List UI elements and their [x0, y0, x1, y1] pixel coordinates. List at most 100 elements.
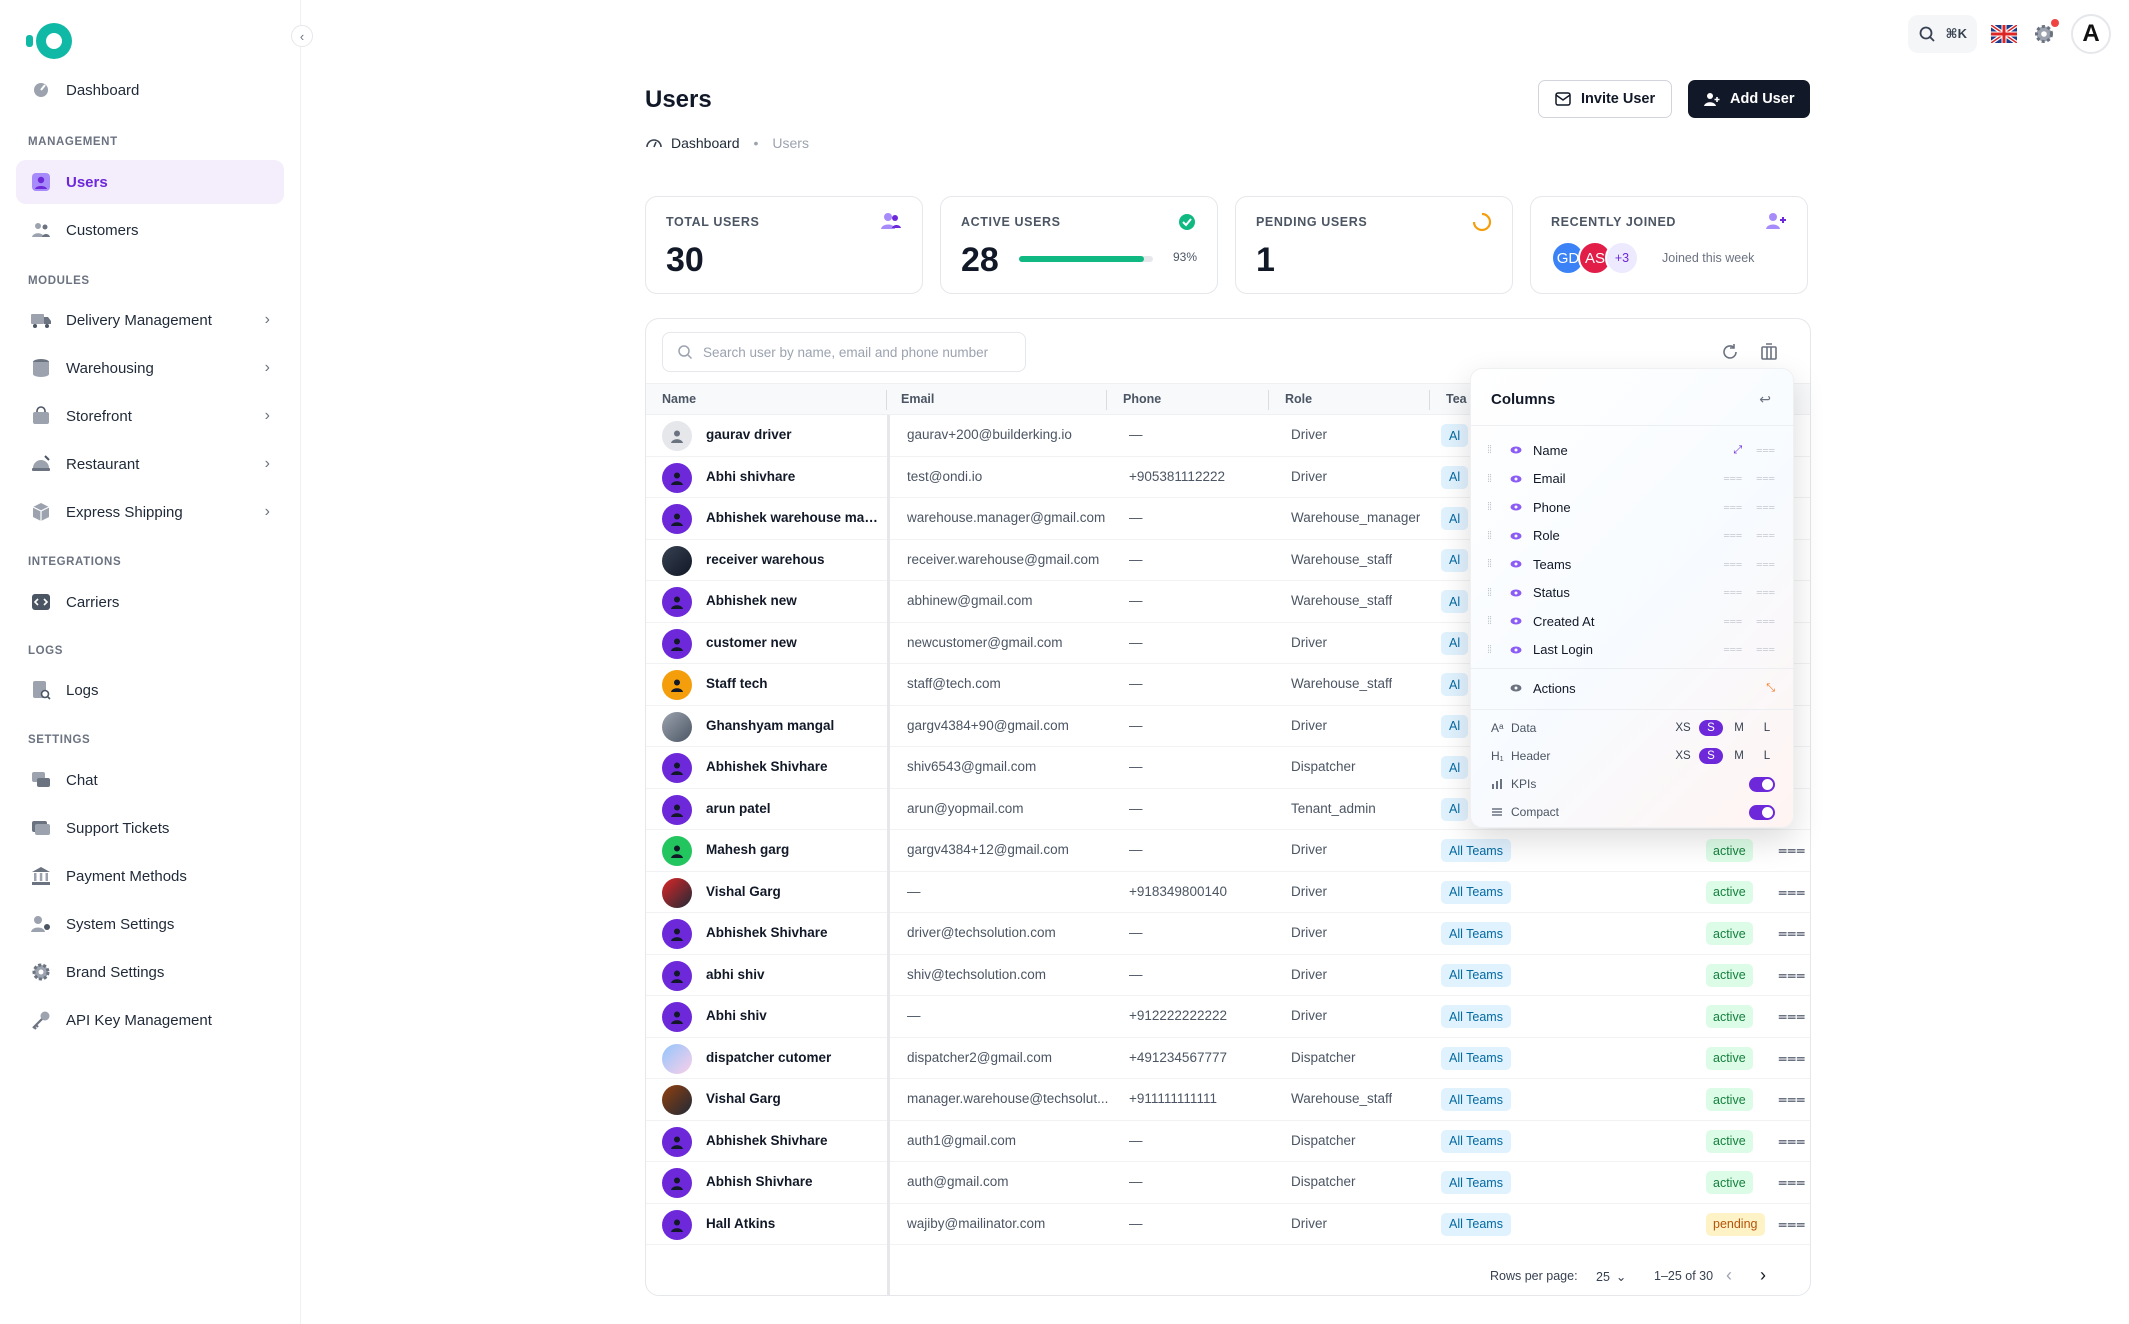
- table-row[interactable]: dispatcher cutomer dispatcher2@gmail.com +…: [646, 1038, 1810, 1079]
- data-size-selector[interactable]: XS S M L: [1671, 720, 1779, 736]
- app-logo[interactable]: [24, 18, 76, 64]
- pin-right-icon[interactable]: ⩶: [1756, 643, 1775, 655]
- table-row[interactable]: Abhishek Shivhare driver@techsolution.com…: [646, 913, 1810, 955]
- column-item-role[interactable]: ⁞⁞ Role ⩶ ⩶: [1487, 523, 1783, 549]
- table-row[interactable]: arun patel arun@yopmail.com — Tenant_admin A…: [646, 789, 1810, 830]
- table-row[interactable]: Ghanshyam mangal gargv4384+90@gmail.com — D…: [646, 706, 1810, 747]
- reset-icon[interactable]: ↩: [1759, 391, 1771, 407]
- pin-left-icon[interactable]: ⩶: [1723, 586, 1743, 598]
- table-row[interactable]: Vishal Garg — +918349800140 Driver All Teams…: [646, 872, 1810, 913]
- user-name[interactable]: Mahesh garg: [706, 842, 790, 857]
- row-actions-icon[interactable]: ⩶: [1778, 1008, 1806, 1025]
- eye-icon[interactable]: [1505, 684, 1527, 692]
- user-name[interactable]: gaurav driver: [706, 427, 792, 442]
- user-name[interactable]: Abhish Shivhare: [706, 1174, 813, 1189]
- column-settings-button[interactable]: [1758, 341, 1780, 363]
- user-avatar[interactable]: A: [2071, 14, 2111, 54]
- column-item-created-at[interactable]: ⁞⁞ Created At ⩶ ⩶: [1487, 608, 1783, 634]
- user-name[interactable]: Abhishek warehouse man...: [706, 510, 878, 525]
- sidebar-item-users[interactable]: Users: [16, 160, 284, 204]
- kpis-toggle[interactable]: [1749, 776, 1775, 792]
- row-actions-icon[interactable]: ⩶: [1778, 842, 1806, 859]
- table-row[interactable]: Abhishek new abhinew@gmail.com — Warehouse_…: [646, 581, 1810, 623]
- column-header-name[interactable]: Name: [662, 392, 697, 406]
- pin-right-icon[interactable]: ⩶: [1756, 500, 1775, 513]
- command-search-button[interactable]: ⌘K: [1907, 15, 1977, 53]
- drag-handle-icon[interactable]: ⁞⁞: [1487, 615, 1492, 627]
- column-header-email[interactable]: Email: [901, 392, 935, 406]
- sidebar-item-express-shipping[interactable]: Express Shipping ›: [16, 490, 284, 534]
- column-item-status[interactable]: ⁞⁞ Status ⩶ ⩶: [1487, 580, 1783, 606]
- column-resizer[interactable]: [1429, 390, 1430, 410]
- column-header-phone[interactable]: Phone: [1123, 392, 1162, 406]
- column-header-teams[interactable]: Tea: [1446, 392, 1467, 406]
- column-resizer[interactable]: [886, 390, 887, 410]
- user-name[interactable]: Staff tech: [706, 676, 768, 691]
- sidebar-item-support-tickets[interactable]: Support Tickets: [16, 806, 284, 850]
- row-actions-icon[interactable]: ⩶: [1778, 1174, 1806, 1191]
- pin-right-icon[interactable]: ⩶: [1756, 472, 1775, 484]
- user-name[interactable]: Abhishek Shivhare: [706, 925, 828, 940]
- user-name[interactable]: receiver warehous: [706, 551, 825, 567]
- sidebar-item-api-key-management[interactable]: API Key Management: [16, 998, 284, 1042]
- eye-icon[interactable]: [1505, 475, 1527, 483]
- size-l[interactable]: L: [1763, 750, 1771, 762]
- avatar-overflow-count[interactable]: +3: [1605, 241, 1639, 275]
- pin-right-icon[interactable]: ⩶: [1756, 557, 1775, 570]
- add-user-button[interactable]: Add User: [1688, 80, 1811, 118]
- drag-handle-icon[interactable]: ⁞⁞: [1487, 472, 1492, 485]
- pin-left-icon[interactable]: ⤢: [1733, 443, 1743, 456]
- size-m[interactable]: M: [1734, 722, 1744, 734]
- column-item-teams[interactable]: ⁞⁞ Teams ⩶ ⩶: [1487, 551, 1783, 577]
- table-row[interactable]: Abhish Shivhare auth@gmail.com — Dispatcher…: [646, 1162, 1810, 1204]
- row-actions-icon[interactable]: ⩶: [1778, 925, 1806, 942]
- header-size-selector[interactable]: XS S M L: [1671, 748, 1779, 764]
- eye-icon[interactable]: [1505, 503, 1527, 511]
- settings-button[interactable]: [2031, 19, 2059, 47]
- sidebar-item-restaurant[interactable]: Restaurant ›: [16, 442, 284, 486]
- row-actions-icon[interactable]: ⩶: [1778, 966, 1806, 984]
- collapse-sidebar-button[interactable]: ‹: [291, 25, 313, 47]
- size-xs[interactable]: XS: [1675, 722, 1691, 734]
- user-name[interactable]: Hall Atkins: [706, 1215, 776, 1231]
- sidebar-item-logs[interactable]: Logs: [16, 668, 284, 712]
- refresh-button[interactable]: [1719, 341, 1741, 363]
- user-name[interactable]: Abhishek Shivhare: [706, 1132, 828, 1148]
- table-row[interactable]: gaurav driver gaurav+200@builderking.io — D…: [646, 415, 1810, 457]
- sidebar-item-warehousing[interactable]: Warehousing ›: [16, 346, 284, 390]
- user-name[interactable]: arun patel: [706, 800, 771, 816]
- pin-right-icon[interactable]: ⩶: [1756, 529, 1775, 541]
- column-header-role[interactable]: Role: [1285, 392, 1313, 406]
- column-item-name[interactable]: ⁞⁞ Name ⤢ ⩶: [1487, 437, 1783, 463]
- column-item-phone[interactable]: ⁞⁞ Phone ⩶ ⩶: [1487, 494, 1783, 520]
- sidebar-item-storefront[interactable]: Storefront ›: [16, 394, 284, 438]
- table-row[interactable]: Abhi shivhare test@ondi.io +905381112222 Dr…: [646, 457, 1810, 498]
- eye-icon[interactable]: [1505, 617, 1527, 625]
- eye-icon[interactable]: [1505, 589, 1527, 597]
- drag-handle-icon[interactable]: ⁞⁞: [1487, 558, 1492, 570]
- table-row[interactable]: Abhishek warehouse man... warehouse.manag…: [646, 498, 1810, 540]
- sidebar-item-brand-settings[interactable]: Brand Settings: [16, 950, 284, 994]
- row-actions-icon[interactable]: ⩶: [1778, 1049, 1806, 1067]
- uk-flag-icon[interactable]: [1991, 25, 2017, 43]
- pin-left-icon[interactable]: ⩶: [1723, 529, 1743, 541]
- drag-handle-icon[interactable]: ⁞⁞: [1487, 643, 1492, 656]
- pin-right-icon[interactable]: ⤡: [1766, 681, 1775, 694]
- user-name[interactable]: dispatcher cutomer: [706, 1049, 832, 1065]
- eye-icon[interactable]: [1505, 532, 1527, 540]
- compact-toggle[interactable]: [1749, 804, 1775, 820]
- sidebar-item-dashboard[interactable]: Dashboard: [16, 68, 284, 112]
- drag-handle-icon[interactable]: ⁞⁞: [1487, 586, 1492, 599]
- pin-right-icon[interactable]: ⩶: [1756, 586, 1775, 598]
- size-s[interactable]: S: [1699, 720, 1723, 736]
- column-resizer[interactable]: [1106, 390, 1107, 410]
- search-input[interactable]: Search user by name, email and phone num…: [662, 332, 1026, 372]
- table-row[interactable]: receiver warehous receiver.warehouse@gmai…: [646, 540, 1810, 581]
- sidebar-item-customers[interactable]: Customers: [16, 208, 284, 252]
- pin-left-icon[interactable]: ⩶: [1723, 557, 1743, 570]
- row-actions-icon[interactable]: ⩶: [1778, 1091, 1806, 1108]
- eye-icon[interactable]: [1505, 446, 1527, 454]
- row-actions-icon[interactable]: ⩶: [1778, 883, 1806, 901]
- previous-page-button[interactable]: ‹: [1726, 1265, 1732, 1285]
- sidebar-item-delivery[interactable]: Delivery Management ›: [16, 298, 284, 342]
